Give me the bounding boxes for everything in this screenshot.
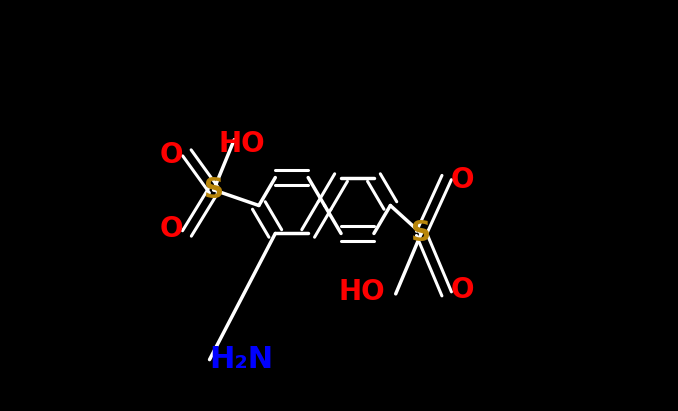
Text: S: S: [411, 219, 431, 247]
Text: S: S: [203, 176, 224, 204]
Text: O: O: [451, 166, 474, 194]
Text: O: O: [451, 276, 474, 304]
Text: O: O: [159, 141, 183, 169]
Text: H₂N: H₂N: [210, 345, 274, 374]
Text: HO: HO: [339, 278, 385, 306]
Text: O: O: [159, 215, 183, 243]
Text: HO: HO: [218, 130, 265, 158]
